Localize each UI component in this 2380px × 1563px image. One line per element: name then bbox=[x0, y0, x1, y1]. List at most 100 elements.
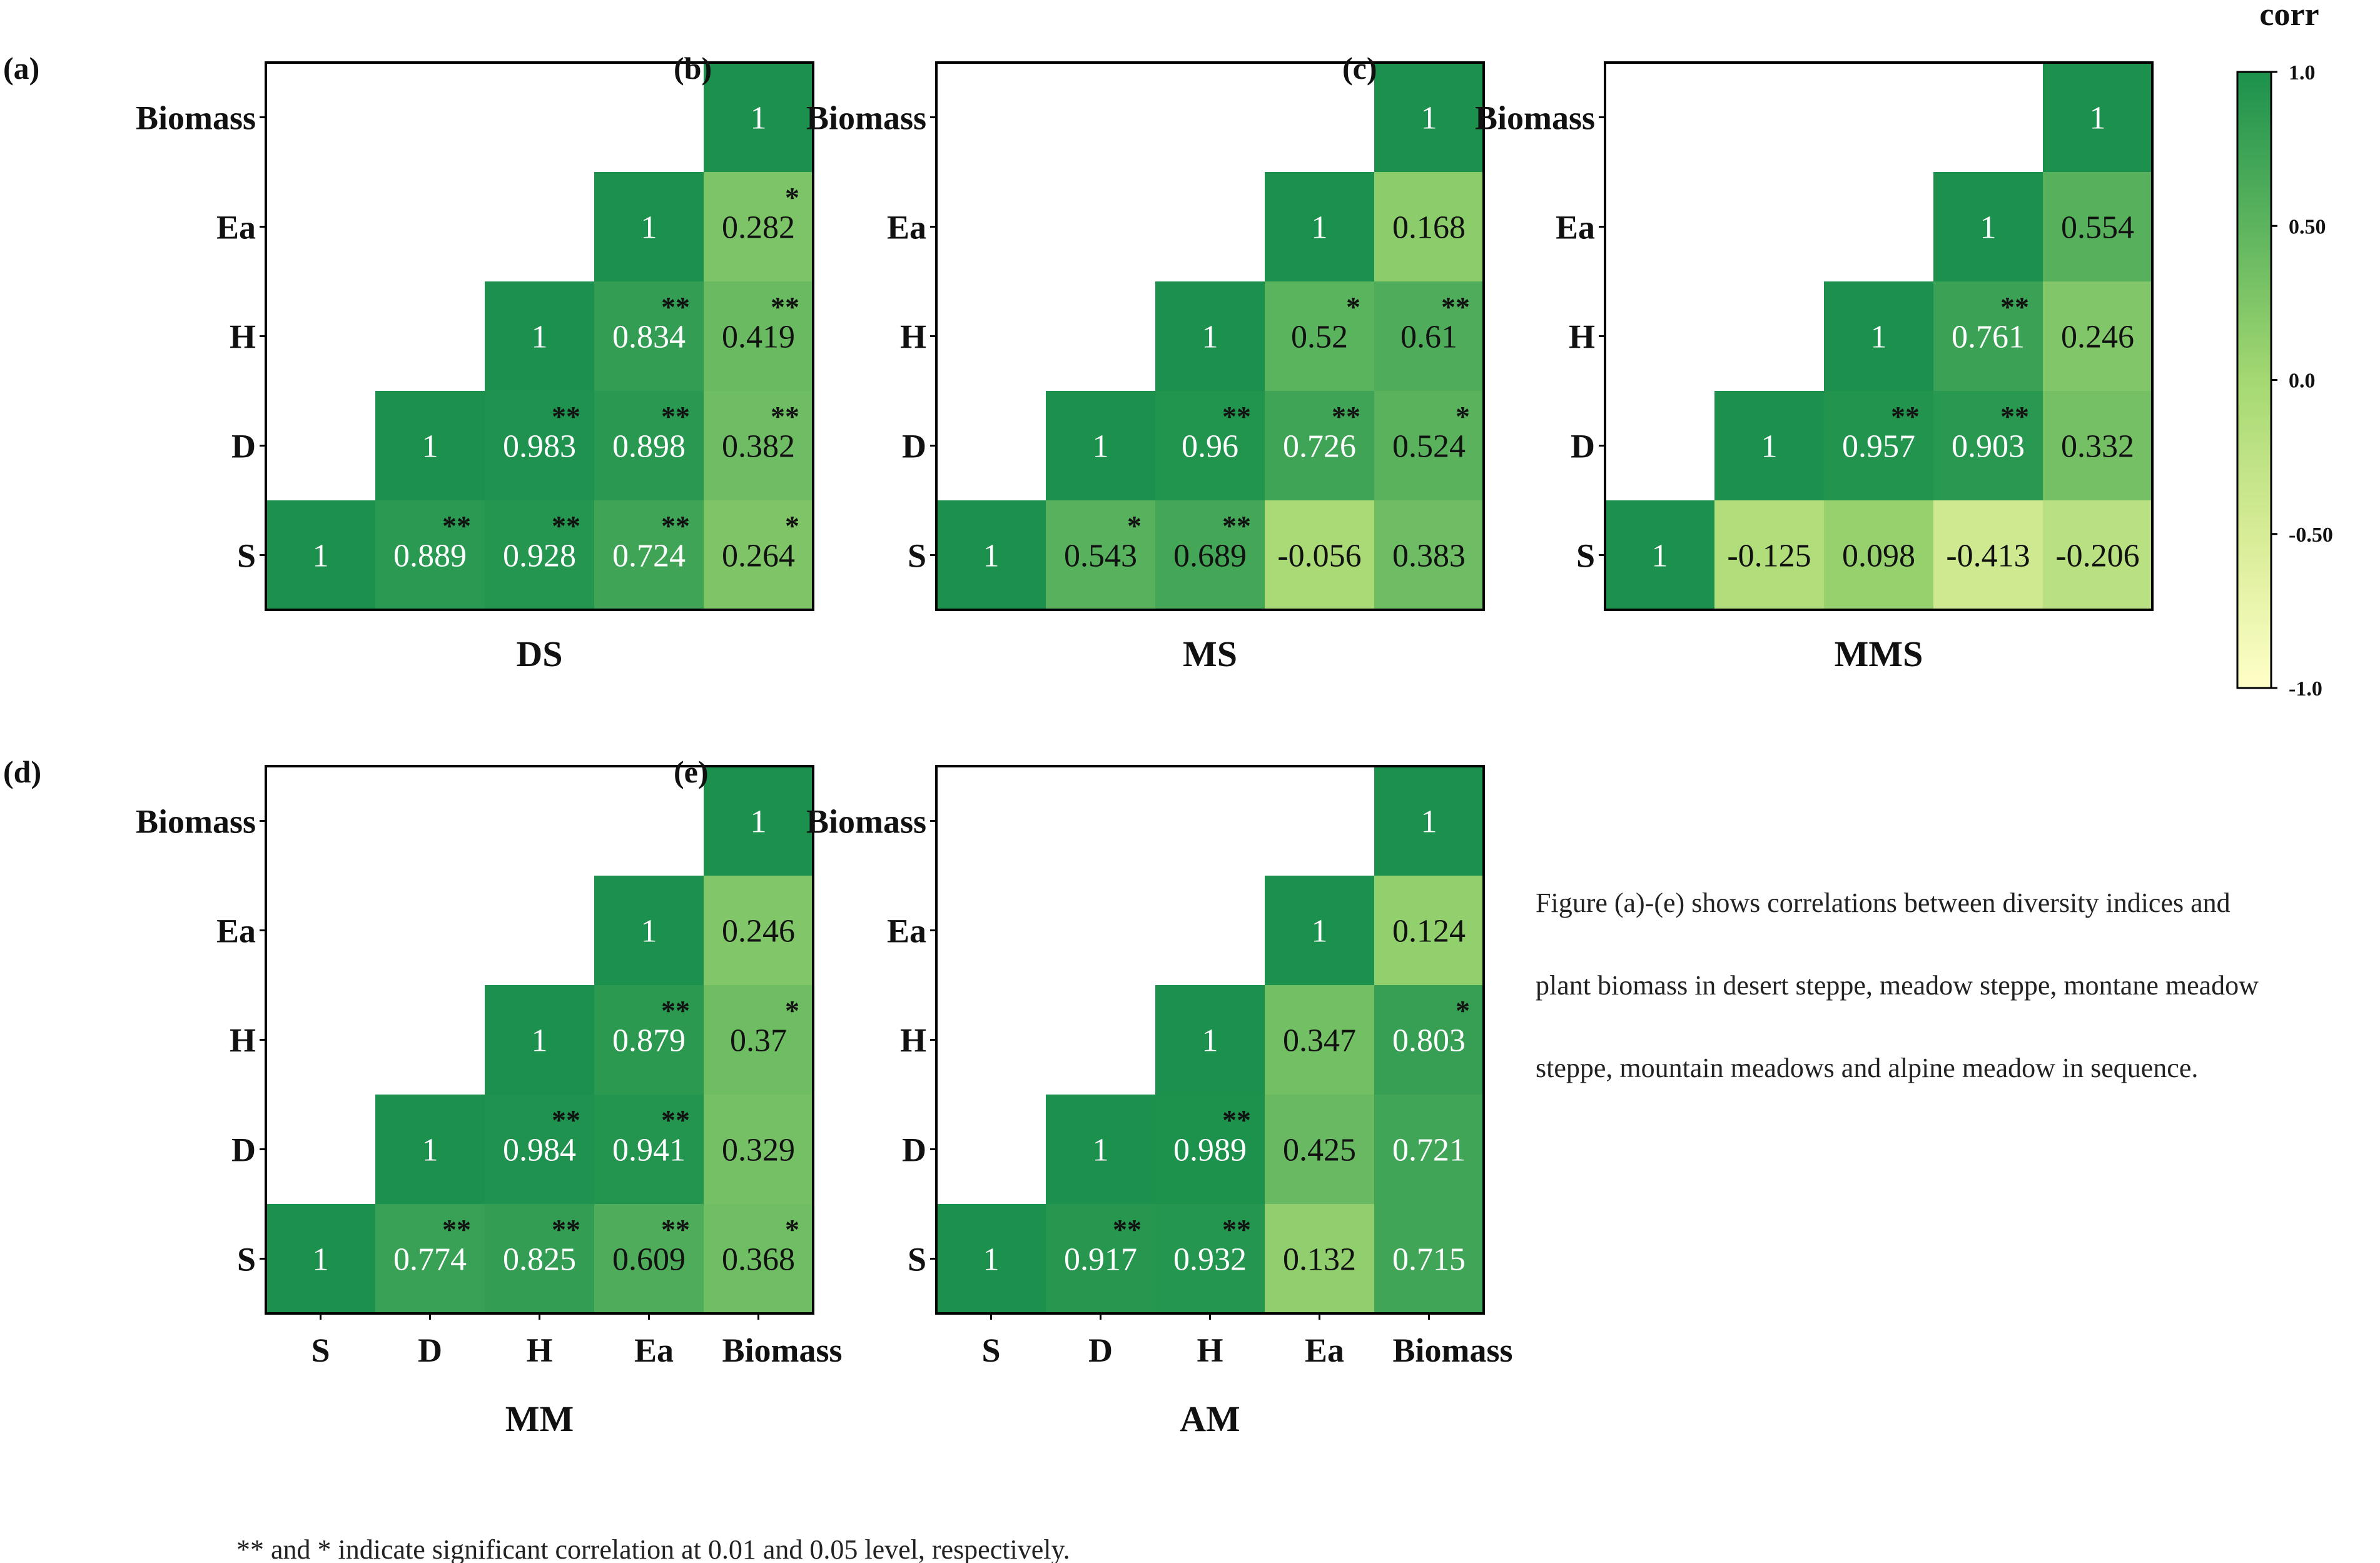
heatmap-cell bbox=[2043, 500, 2152, 610]
cell-value-label: 1 bbox=[641, 914, 657, 949]
significance-marker: * bbox=[1346, 291, 1360, 323]
heatmap-cell bbox=[1933, 391, 2043, 500]
heatmap-cell bbox=[2043, 281, 2152, 391]
significance-marker: ** bbox=[1222, 1213, 1251, 1245]
x-tick-label: Ea bbox=[1305, 1332, 1344, 1369]
y-tick-label: Biomass bbox=[806, 99, 926, 137]
cell-value-label: 0.329 bbox=[722, 1133, 795, 1168]
y-tick-label: H bbox=[1569, 318, 1595, 356]
caption-line-1: Figure (a)-(e) shows correlations betwee… bbox=[1536, 888, 2231, 918]
cell-value-label: 0.383 bbox=[1392, 539, 1466, 574]
heatmap-cell bbox=[1265, 876, 1374, 985]
heatmap-cell bbox=[1374, 985, 1484, 1095]
cell-value-label: 1 bbox=[1980, 210, 1997, 246]
heatmap-cell bbox=[1046, 1204, 1155, 1313]
x-tick-label: Biomass bbox=[1392, 1332, 1512, 1369]
cell-value-label: 0.715 bbox=[1392, 1242, 1466, 1278]
significance-marker: ** bbox=[661, 400, 690, 432]
heatmap-cell bbox=[485, 985, 594, 1095]
cell-value-label: -0.413 bbox=[1946, 539, 2030, 574]
significance-marker: * bbox=[785, 994, 799, 1026]
cell-value-label: 0.898 bbox=[612, 429, 686, 465]
cell-value-label: 0.726 bbox=[1283, 429, 1356, 465]
heatmap-cell bbox=[594, 500, 704, 610]
heatmap-cell bbox=[485, 391, 594, 500]
y-tick-label: Biomass bbox=[136, 99, 256, 137]
significance-marker: * bbox=[1456, 400, 1470, 432]
cell-value-label: -0.056 bbox=[1277, 539, 1361, 574]
cell-value-label: 0.609 bbox=[612, 1242, 686, 1278]
heatmap-cell bbox=[1933, 172, 2043, 281]
panel-mm: 1 0.774**0.825**0.609**0.368*1 0.984**0.94… bbox=[3, 754, 843, 1439]
cell-value-label: 0.124 bbox=[1392, 914, 1466, 949]
cell-value-label: 1 bbox=[1652, 539, 1668, 574]
heatmap-cell bbox=[704, 876, 813, 985]
heatmap-cell bbox=[1374, 172, 1484, 281]
panel-title: MS bbox=[1183, 634, 1237, 674]
y-tick-label: Biomass bbox=[806, 803, 926, 841]
cell-value-label: 0.543 bbox=[1064, 539, 1137, 574]
heatmap-cell bbox=[1046, 391, 1155, 500]
y-tick-label: S bbox=[908, 537, 926, 575]
cell-value-label: 1 bbox=[1871, 320, 1887, 355]
heatmap-cell bbox=[266, 500, 375, 610]
panel-label: (b) bbox=[674, 51, 712, 86]
caption-line-2: plant biomass in desert steppe, meadow s… bbox=[1536, 970, 2259, 1001]
cell-value-label: 0.347 bbox=[1283, 1023, 1356, 1059]
cell-value-label: 0.425 bbox=[1283, 1133, 1356, 1168]
x-tick-label: S bbox=[311, 1332, 330, 1369]
panel-label: (e) bbox=[674, 754, 709, 789]
cell-value-label: 0.834 bbox=[612, 320, 686, 355]
heatmap-cell bbox=[485, 1095, 594, 1204]
heatmap-cell bbox=[1155, 500, 1265, 610]
heatmap-cell bbox=[1374, 876, 1484, 985]
significance-marker: ** bbox=[661, 291, 690, 323]
x-tick-label: D bbox=[418, 1332, 442, 1369]
cell-value-label: 1 bbox=[1761, 429, 1778, 465]
significance-marker: ** bbox=[1332, 400, 1360, 432]
cell-value-label: 0.889 bbox=[393, 539, 467, 574]
heatmap-cell bbox=[704, 63, 813, 172]
cell-value-label: 0.246 bbox=[2061, 320, 2134, 355]
cell-value-label: 0.282 bbox=[722, 210, 795, 246]
cell-value-label: 0.989 bbox=[1173, 1133, 1247, 1168]
panel-title: DS bbox=[516, 634, 562, 674]
heatmap-cell bbox=[594, 1204, 704, 1313]
colorbar-gradient bbox=[2236, 71, 2272, 689]
significance-marker: ** bbox=[1441, 291, 1470, 323]
y-tick-label: Ea bbox=[216, 209, 256, 246]
significance-marker: ** bbox=[2000, 291, 2029, 323]
cell-value-label: 0.168 bbox=[1392, 210, 1466, 246]
cell-value-label: 0.983 bbox=[503, 429, 576, 465]
heatmap-cell bbox=[485, 500, 594, 610]
cell-value-label: 1 bbox=[532, 320, 548, 355]
heatmap-cell bbox=[1265, 172, 1374, 281]
cell-value-label: 1 bbox=[1202, 320, 1218, 355]
colorbar-tick-label: -0.50 bbox=[2289, 524, 2333, 547]
heatmap-cell bbox=[1824, 281, 1933, 391]
heatmap-cell bbox=[1265, 500, 1374, 610]
heatmap-cell bbox=[704, 391, 813, 500]
cell-value-label: 0.932 bbox=[1173, 1242, 1247, 1278]
y-tick-label: H bbox=[230, 318, 256, 356]
cell-value-label: 0.941 bbox=[612, 1133, 686, 1168]
significance-marker: * bbox=[785, 510, 799, 542]
heatmap-cell bbox=[594, 1095, 704, 1204]
significance-marker: ** bbox=[1222, 1104, 1251, 1136]
cell-value-label: 0.903 bbox=[1952, 429, 2025, 465]
significance-marker: * bbox=[785, 181, 799, 213]
y-tick-label: D bbox=[1571, 428, 1595, 465]
heatmap-cell bbox=[485, 1204, 594, 1313]
y-tick-label: S bbox=[237, 1241, 256, 1278]
cell-value-label: 0.984 bbox=[503, 1133, 576, 1168]
significance-marker: ** bbox=[661, 510, 690, 542]
x-tick-label: Biomass bbox=[722, 1332, 842, 1369]
cell-value-label: 0.246 bbox=[722, 914, 795, 949]
cell-value-label: 1 bbox=[313, 1242, 329, 1278]
cell-value-label: 0.689 bbox=[1173, 539, 1247, 574]
y-tick-label: Ea bbox=[887, 913, 926, 950]
cell-value-label: 1 bbox=[1312, 210, 1328, 246]
heatmap-cell bbox=[1933, 500, 2043, 610]
y-tick-label: D bbox=[231, 1131, 256, 1169]
